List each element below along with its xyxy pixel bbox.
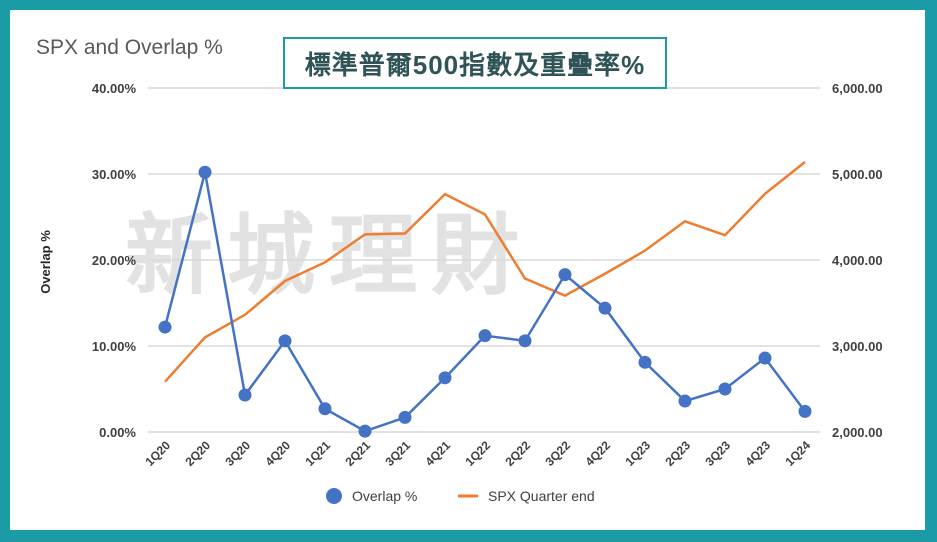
x-tick-label: 2Q21 xyxy=(342,438,373,469)
x-tick-label: 4Q20 xyxy=(262,438,293,469)
y-tick-label: 30.00% xyxy=(92,167,137,182)
chart-panel xyxy=(10,10,925,530)
x-tick-label: 1Q24 xyxy=(782,438,813,469)
legend-marker-overlap xyxy=(326,488,342,504)
data-point-overlap xyxy=(238,388,252,402)
data-point-overlap xyxy=(278,334,292,348)
x-tick-label: 3Q20 xyxy=(222,438,253,469)
x-tick-label: 2Q23 xyxy=(662,438,693,469)
y-tick-label: 40.00% xyxy=(92,81,137,96)
y2-tick-label: 3,000.00 xyxy=(832,339,883,354)
x-tick-label: 1Q20 xyxy=(142,438,173,469)
y2-tick-label: 5,000.00 xyxy=(832,167,883,182)
data-point-overlap xyxy=(438,371,452,385)
data-point-overlap xyxy=(558,268,572,282)
legend-label-overlap: Overlap % xyxy=(352,488,417,504)
x-tick-label: 3Q21 xyxy=(382,438,413,469)
x-tick-label: 4Q22 xyxy=(582,438,613,469)
y2-tick-label: 4,000.00 xyxy=(832,253,883,268)
data-point-overlap xyxy=(598,301,612,315)
data-point-overlap xyxy=(398,410,412,424)
x-tick-label: 1Q23 xyxy=(622,438,653,469)
x-tick-label: 4Q23 xyxy=(742,438,773,469)
y-axis-label: Overlap % xyxy=(38,230,53,294)
y2-tick-label: 2,000.00 xyxy=(832,425,883,440)
data-point-overlap xyxy=(638,355,652,369)
data-point-overlap xyxy=(358,424,372,438)
data-point-overlap xyxy=(518,334,532,348)
y-tick-label: 0.00% xyxy=(99,425,136,440)
y2-tick-label: 6,000.00 xyxy=(832,81,883,96)
x-tick-label: 3Q22 xyxy=(542,438,573,469)
x-tick-label: 2Q20 xyxy=(182,438,213,469)
chart-title: SPX and Overlap % xyxy=(36,36,223,59)
data-point-overlap xyxy=(798,404,812,418)
data-point-overlap xyxy=(678,394,692,408)
y-tick-label: 10.00% xyxy=(92,339,137,354)
x-tick-label: 1Q22 xyxy=(462,438,493,469)
data-point-overlap xyxy=(318,402,332,416)
x-tick-label: 1Q21 xyxy=(302,438,333,469)
x-tick-label: 3Q23 xyxy=(702,438,733,469)
y-tick-label: 20.00% xyxy=(92,253,137,268)
data-point-overlap xyxy=(158,320,172,334)
x-tick-label: 2Q22 xyxy=(502,438,533,469)
data-point-overlap xyxy=(758,351,772,365)
series-line-spx xyxy=(164,160,806,383)
data-point-overlap xyxy=(478,329,492,343)
data-point-overlap xyxy=(198,165,212,179)
data-point-overlap xyxy=(718,382,732,396)
x-tick-label: 4Q21 xyxy=(422,438,453,469)
watermark: 新城理財 xyxy=(125,206,534,305)
legend-label-spx: SPX Quarter end xyxy=(488,488,595,504)
banner-title: 標準普爾500指數及重疊率% xyxy=(283,37,667,89)
